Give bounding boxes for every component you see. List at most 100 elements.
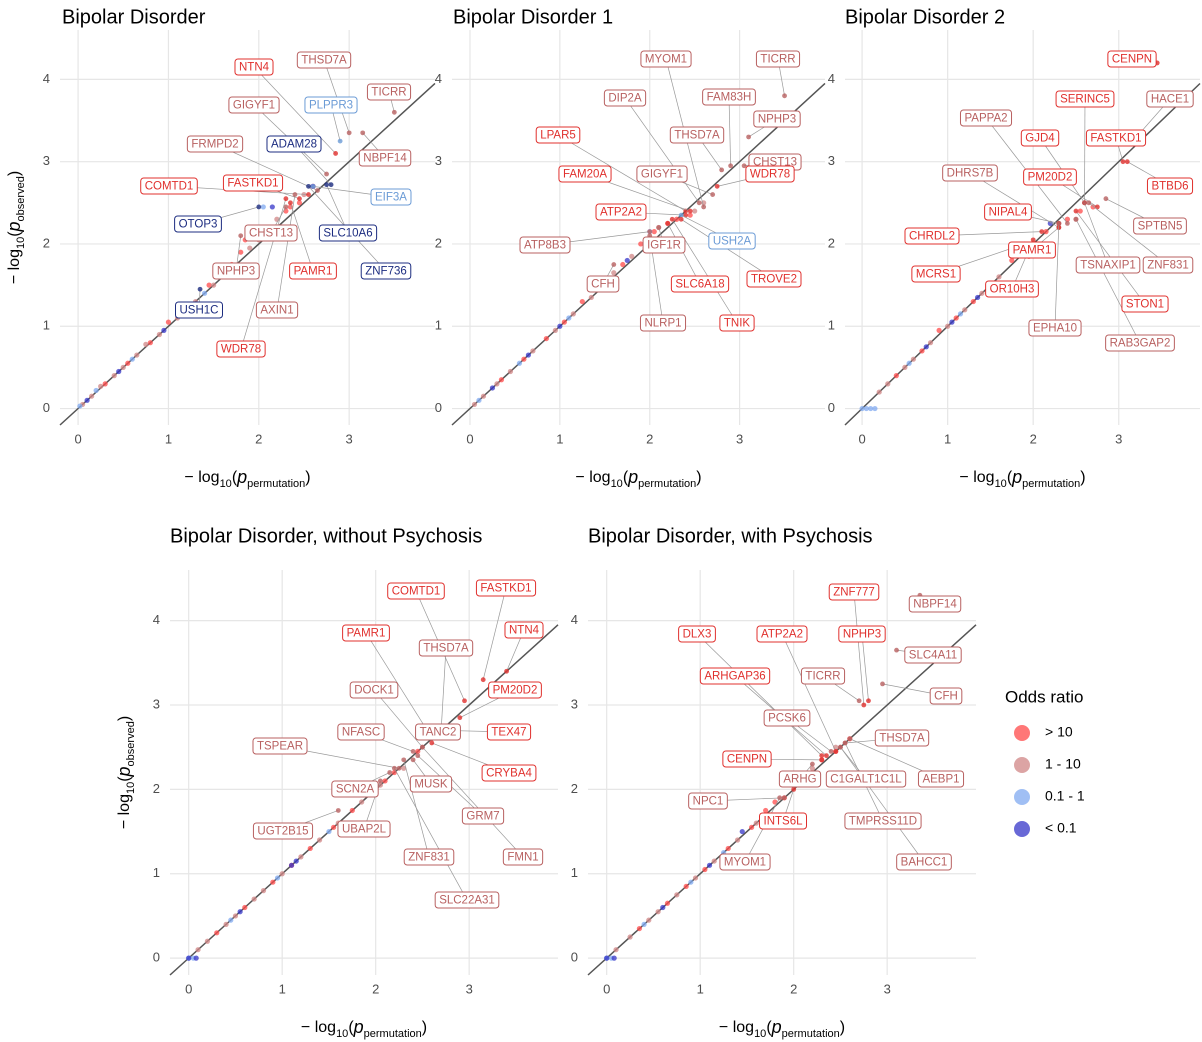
leader-line: [373, 689, 423, 748]
label-text: FAM83H: [707, 92, 752, 104]
axis-label-part: (: [623, 469, 629, 486]
label-text: EPHA10: [1033, 323, 1077, 335]
point: [683, 883, 689, 890]
label-box: [1133, 217, 1187, 235]
label-box: [759, 812, 807, 830]
leader-line: [394, 768, 468, 901]
point: [863, 405, 869, 412]
annotated-point: [669, 216, 675, 222]
point: [711, 858, 717, 864]
point: [611, 270, 617, 276]
gene-label: PAMR1: [289, 262, 337, 280]
point: [147, 340, 153, 346]
gene-label: NTN4: [234, 58, 274, 76]
label-text: FASTKD1: [227, 178, 278, 190]
x-tick-label: 0: [603, 981, 610, 996]
annotated-point: [324, 182, 329, 188]
label-box: [708, 232, 756, 250]
axis-label-part: (: [6, 231, 23, 237]
annotated-point: [777, 795, 783, 801]
gene-label: THSD7A: [418, 639, 474, 657]
point: [204, 938, 210, 944]
label-box: [838, 625, 886, 643]
label-box: [1020, 129, 1060, 147]
point: [211, 282, 217, 288]
gene-label: PAPPA2: [959, 109, 1013, 127]
point: [201, 290, 208, 296]
annotated-point: [462, 698, 467, 704]
x-tick-label: 3: [736, 431, 743, 446]
point: [165, 319, 172, 325]
gene-label: INTS6L: [759, 812, 807, 830]
annotated-point: [1082, 200, 1087, 206]
label-text: THSD7A: [301, 55, 347, 67]
label-box: [337, 723, 385, 741]
label-text: MUSK: [414, 779, 448, 791]
point: [588, 294, 594, 301]
panel-title: Bipolar Disorder 1: [453, 6, 613, 28]
label-text: FASTKD1: [1090, 133, 1141, 145]
gene-label: C1GALT1C1L: [825, 770, 907, 788]
gene-label: WDR78: [216, 340, 266, 358]
label-text: FMN1: [507, 852, 538, 864]
label-text: GRM7: [466, 811, 499, 823]
point: [613, 947, 619, 953]
label-text: GIGYF1: [641, 169, 683, 181]
label-box: [825, 770, 907, 788]
label-text: PLPPR3: [309, 100, 353, 112]
gene-label: PCSK6: [763, 709, 811, 727]
label-box: [1008, 241, 1056, 259]
point: [134, 352, 140, 358]
gene-label: FMN1: [502, 848, 544, 866]
label-box: [1055, 90, 1115, 108]
gene-label: PM20D2: [1023, 168, 1077, 186]
annotated-point: [838, 744, 843, 750]
label-box: [828, 583, 880, 601]
point: [89, 393, 95, 399]
annotated-point: [728, 163, 734, 169]
point: [125, 360, 131, 366]
label-box: [746, 270, 802, 288]
label-text: ARHG: [783, 774, 816, 786]
label-box: [409, 775, 453, 793]
point: [702, 866, 708, 873]
point: [1064, 216, 1071, 222]
gene-label: DLX3: [678, 625, 716, 643]
point: [651, 229, 657, 235]
label-text: TNIK: [724, 318, 751, 330]
annotated-point: [410, 757, 416, 763]
point: [98, 383, 104, 389]
label-text: CFH: [934, 691, 958, 703]
label-text: NFASC: [342, 727, 380, 739]
point: [111, 373, 117, 379]
annotated-point: [396, 765, 402, 771]
gene-label: CENPN: [722, 750, 772, 768]
label-box: [640, 50, 692, 68]
gene-label: ATP8B3: [519, 236, 571, 254]
annotated-point: [297, 196, 302, 202]
gene-label: ATP2A2: [756, 625, 808, 643]
leader-line: [781, 633, 837, 752]
point: [471, 401, 478, 408]
label-text: DOCK1: [354, 685, 394, 697]
annotated-point: [833, 749, 839, 754]
gene-label: SLC22A31: [434, 891, 500, 909]
label-text: NLRP1: [644, 318, 681, 330]
gene-label: MUSK: [409, 775, 453, 793]
point: [927, 340, 934, 346]
point: [674, 892, 680, 898]
axis-label-part: permutation: [638, 478, 696, 490]
label-box: [481, 764, 537, 782]
gene-label: UBAP2L: [337, 820, 391, 838]
label-text: HACE1: [1151, 94, 1189, 106]
label-text: USH1C: [180, 305, 219, 317]
axis-label-part: p: [114, 766, 134, 777]
legend-key: [1014, 725, 1030, 741]
x-tick-label: 1: [944, 431, 951, 446]
label-box: [896, 853, 952, 871]
point: [521, 356, 527, 362]
label-box: [296, 51, 352, 69]
label-box: [228, 96, 280, 114]
label-box: [519, 236, 571, 254]
y-tick-label: 0: [435, 400, 442, 415]
